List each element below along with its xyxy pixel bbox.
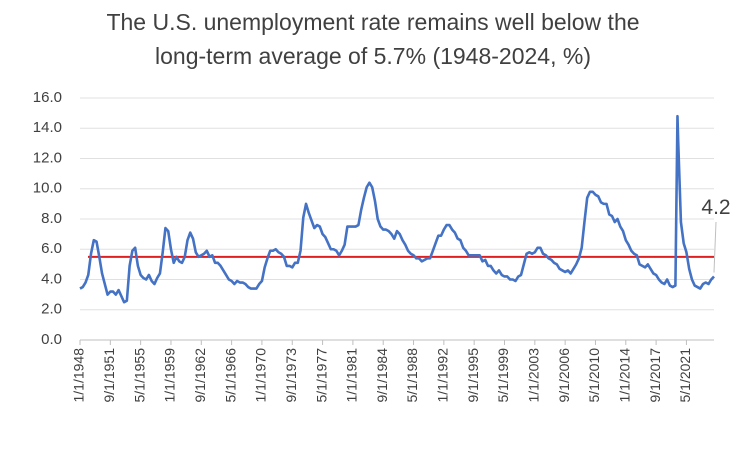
x-tick-label: 5/1/1966 (222, 348, 238, 403)
annotation: 4.2 (701, 196, 730, 219)
data-line (79, 114, 715, 304)
x-tick-label: 9/1/1962 (192, 348, 208, 403)
y-tick-label: 16.0 (33, 89, 62, 106)
chart-title: long-term average of 5.7% (1948-2024, %) (155, 43, 591, 69)
x-tick-label: 5/1/1999 (495, 348, 511, 403)
x-tick-label: 9/1/2017 (647, 348, 663, 403)
y-tick-label: 8.0 (41, 210, 62, 227)
x-tick-label: 9/1/1951 (101, 348, 117, 403)
x-tick-label: 5/1/2010 (586, 348, 602, 403)
x-tick-label: 9/1/1973 (283, 348, 299, 403)
y-tick-label: 0.0 (41, 331, 62, 348)
chart-title: The U.S. unemployment rate remains well … (106, 9, 639, 35)
y-tick-label: 14.0 (33, 119, 62, 136)
y-tick-label: 10.0 (33, 180, 62, 197)
y-tick-label: 12.0 (33, 149, 62, 166)
x-tick-label: 1/1/2003 (526, 348, 542, 403)
x-tick-label: 5/1/2021 (677, 348, 693, 403)
x-tick-label: 1/1/2014 (616, 348, 632, 403)
x-tick-label: 5/1/1955 (131, 348, 147, 403)
x-tick-label: 1/1/1959 (162, 348, 178, 403)
y-tick-label: 4.0 (41, 270, 62, 287)
x-tick-label: 1/1/1992 (435, 348, 451, 403)
x-tick-label: 5/1/1977 (313, 348, 329, 403)
x-tick-label: 5/1/1988 (404, 348, 420, 403)
x-tick-label: 1/1/1981 (344, 348, 360, 403)
y-tick-label: 6.0 (41, 240, 62, 257)
x-tick-label: 9/1/1984 (374, 348, 390, 403)
x-tick-label: 9/1/2006 (556, 348, 572, 403)
y-tick-label: 2.0 (41, 301, 62, 318)
x-tick-label: 1/1/1970 (253, 348, 269, 403)
annotation-leader (713, 221, 717, 273)
x-tick-label: 9/1/1995 (465, 348, 481, 403)
x-tick-label: 1/1/1948 (71, 348, 87, 403)
